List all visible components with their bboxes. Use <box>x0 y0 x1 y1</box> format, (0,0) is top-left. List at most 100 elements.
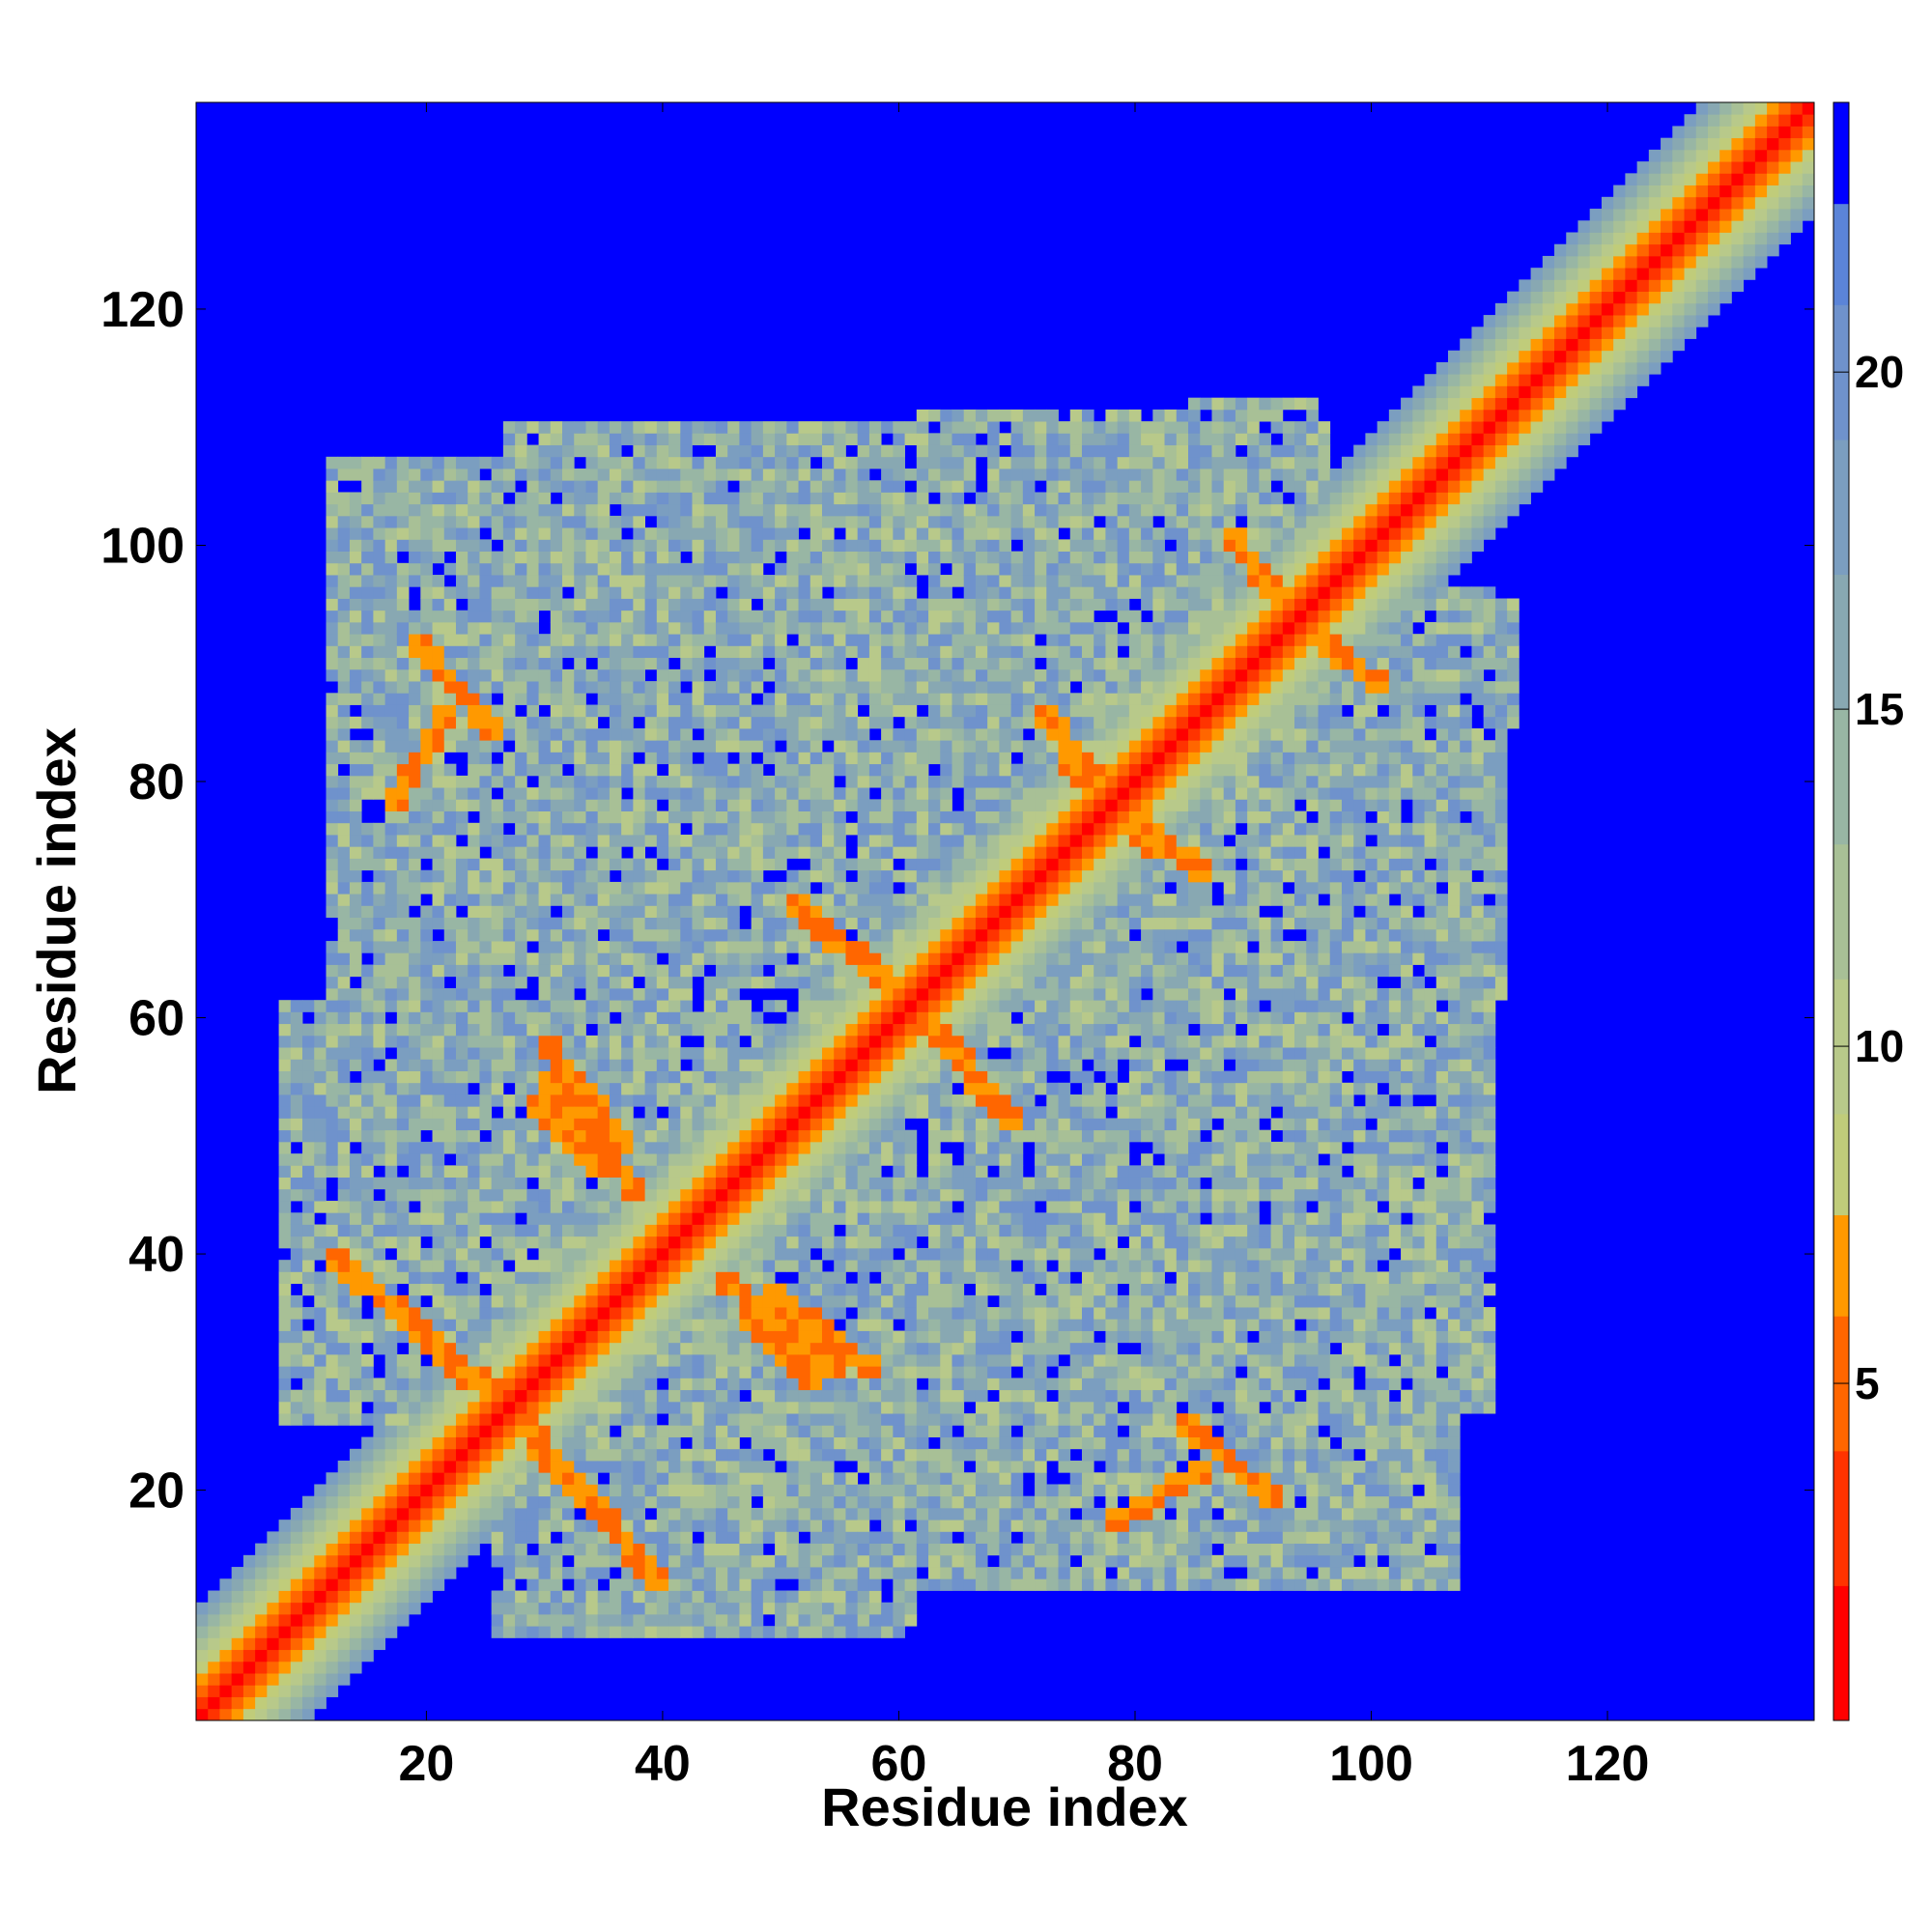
heatmap-cell <box>881 822 894 836</box>
heatmap-cell <box>409 1448 421 1462</box>
heatmap-cell <box>526 1236 539 1249</box>
heatmap-cell <box>432 1129 445 1143</box>
heatmap-cell <box>550 634 563 646</box>
heatmap-cell <box>762 1413 776 1426</box>
heatmap-cell <box>491 1554 504 1568</box>
heatmap-cell <box>644 704 658 718</box>
heatmap-cell <box>479 894 493 906</box>
heatmap-cell <box>468 1461 480 1473</box>
heatmap-cell <box>656 551 669 564</box>
heatmap-cell <box>337 928 351 942</box>
heatmap-cell <box>692 799 705 811</box>
heatmap-cell <box>479 1319 493 1331</box>
heatmap-cell <box>349 1567 362 1579</box>
heatmap-cell <box>349 1118 362 1131</box>
heatmap-cell <box>396 881 410 895</box>
heatmap-cell <box>420 941 433 953</box>
heatmap-cell <box>621 621 634 635</box>
heatmap-cell <box>349 917 362 930</box>
heatmap-cell <box>479 1307 493 1320</box>
heatmap-cell <box>821 1283 835 1296</box>
heatmap-cell <box>432 976 445 989</box>
heatmap-cell <box>857 1330 870 1344</box>
heatmap-cell <box>349 787 362 800</box>
heatmap-cell <box>432 1401 445 1414</box>
heatmap-cell <box>621 835 634 847</box>
heatmap-cell <box>609 704 622 718</box>
heatmap-cell <box>621 987 634 1001</box>
heatmap-cell <box>621 1520 634 1532</box>
heatmap-cell <box>585 1543 599 1556</box>
heatmap-cell <box>574 1059 586 1071</box>
heatmap-cell <box>739 1212 753 1225</box>
heatmap-cell <box>432 1224 445 1237</box>
heatmap-cell <box>396 1378 410 1391</box>
heatmap-cell <box>337 1283 351 1296</box>
heatmap-cell <box>420 693 433 705</box>
heatmap-cell <box>656 1543 669 1556</box>
heatmap-cell <box>656 881 669 895</box>
heatmap-cell <box>396 469 410 481</box>
heatmap-cell <box>409 1461 421 1473</box>
heatmap-cell <box>868 1294 882 1308</box>
heatmap-cell <box>881 1495 894 1509</box>
heatmap-cell <box>585 1602 599 1615</box>
heatmap-cell <box>409 1294 421 1308</box>
heatmap-cell <box>396 810 410 824</box>
heatmap-cell <box>562 598 575 611</box>
heatmap-cell <box>515 894 527 906</box>
heatmap-cell <box>680 1260 693 1272</box>
heatmap-cell <box>621 1011 634 1025</box>
heatmap-cell <box>881 894 894 906</box>
heatmap-cell <box>432 1212 445 1225</box>
heatmap-cell <box>396 1247 410 1261</box>
heatmap-cell <box>810 657 823 670</box>
heatmap-cell <box>786 575 799 587</box>
heatmap-cell <box>326 1011 339 1025</box>
heatmap-cell <box>775 1626 787 1638</box>
heatmap-cell <box>361 1590 374 1604</box>
heatmap-cell <box>597 645 611 659</box>
heatmap-cell <box>409 1271 421 1285</box>
heatmap-cell <box>574 1129 586 1143</box>
heatmap-cell <box>196 1685 209 1697</box>
heatmap-cell <box>715 822 728 836</box>
heatmap-cell <box>834 1567 846 1579</box>
heatmap-cell <box>739 1236 753 1249</box>
heatmap-cell <box>479 456 493 469</box>
heatmap-cell <box>550 1330 563 1344</box>
heatmap-cell <box>409 835 421 847</box>
heatmap-cell <box>242 1602 256 1615</box>
heatmap-cell <box>373 1613 386 1627</box>
heatmap-cell <box>574 1118 586 1131</box>
heatmap-cell <box>409 763 421 777</box>
heatmap-cell <box>845 1448 859 1462</box>
heatmap-cell <box>468 1094 480 1107</box>
heatmap-cell <box>775 1247 787 1261</box>
heatmap-cell <box>715 869 728 883</box>
heatmap-cell <box>326 1307 339 1320</box>
heatmap-cell <box>597 1201 611 1213</box>
heatmap-cell <box>810 1578 823 1591</box>
heatmap-cell <box>349 539 362 552</box>
heatmap-cell <box>668 704 681 718</box>
heatmap-cell <box>810 668 823 682</box>
heatmap-cell <box>550 1271 563 1285</box>
heatmap-cell <box>810 799 823 811</box>
heatmap-cell <box>739 894 753 906</box>
heatmap-cell <box>409 1236 421 1249</box>
heatmap-cell <box>290 1236 303 1249</box>
heatmap-cell <box>550 480 563 493</box>
heatmap-cell <box>278 1011 292 1025</box>
heatmap-cell <box>550 1448 563 1462</box>
heatmap-cell <box>739 1578 753 1591</box>
heatmap-cell <box>821 562 835 576</box>
heatmap-cell <box>834 480 846 493</box>
heatmap-cell <box>396 668 410 682</box>
heatmap-cell <box>491 727 504 741</box>
heatmap-cell <box>326 858 339 871</box>
heatmap-cell <box>349 1294 362 1308</box>
heatmap-cell <box>786 551 799 564</box>
heatmap-cell <box>762 835 776 847</box>
heatmap-cell <box>621 1129 634 1143</box>
